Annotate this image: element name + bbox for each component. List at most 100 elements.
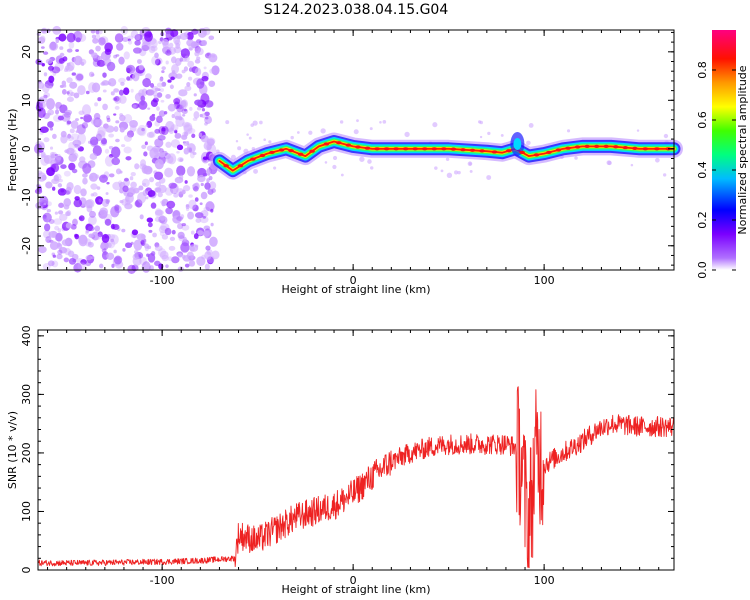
noise-blob [40,151,46,158]
noise-speck [479,135,483,139]
noise-blob [125,156,132,161]
noise-blob [42,263,51,271]
noise-blob [66,77,73,84]
noise-blob [180,242,190,253]
noise-blob [85,90,90,95]
noise-blob [154,58,161,66]
noise-blob [191,133,196,138]
noise-blob [106,242,112,248]
trace-peak [250,157,256,161]
noise-blob [176,144,184,151]
noise-blob [51,66,61,74]
noise-blob [78,215,85,222]
colorbar-ticks: 0.0 0.2 0.4 0.6 0.8 [696,61,736,279]
noise-blob [61,239,71,246]
trace-peak [237,164,244,168]
noise-blob [80,116,84,120]
noise-blob [193,93,197,97]
noise-blob [87,241,92,246]
noise-blob [77,85,86,96]
noise-blob [118,77,126,84]
noise-speck [230,154,236,160]
noise-blob [57,228,62,233]
noise-blob [158,126,166,135]
noise-blob [76,124,86,135]
noise-blob [64,109,73,116]
noise-blob [177,253,183,258]
noise-blob [110,206,120,218]
noise-blob [184,85,192,92]
noise-blob [123,51,130,60]
noise-speck [268,140,272,144]
noise-blob [47,260,55,267]
noise-blob [37,170,43,175]
trace-peak [323,142,330,146]
noise-speck [606,160,612,165]
noise-blob [164,187,174,196]
noise-blob [153,94,159,99]
noise-blob [55,232,63,242]
noise-blob [179,57,184,62]
noise-blob [52,254,56,258]
noise-blob [98,37,106,46]
noise-blob [167,79,172,83]
noise-blob [115,138,120,143]
noise-speck [662,173,667,177]
noise-blob [43,202,47,206]
noise-speck [574,156,578,160]
trace-peak [374,147,380,151]
noise-blob [110,91,115,96]
noise-blob [122,248,126,252]
noise-speck [367,159,372,164]
noise-blob [70,149,77,155]
trace-peak [603,144,609,148]
noise-blob [167,103,176,112]
noise-blob [142,189,148,197]
noise-blob [39,126,49,134]
noise-blob [91,34,96,39]
noise-speck [359,156,365,162]
noise-blob [142,182,147,186]
noise-blob [108,133,115,138]
noise-blob [46,98,55,110]
noise-blob [134,163,140,170]
noise-blob [58,57,65,64]
noise-blob [129,120,138,128]
noise-blob [168,42,174,48]
noise-blob [99,174,108,183]
noise-blob [55,109,60,115]
noise-blob [183,108,187,112]
noise-blob [111,263,115,268]
noise-blob [48,41,59,51]
noise-blob [193,233,199,240]
noise-blob [208,175,213,181]
noise-blob [177,115,183,121]
noise-speck [250,123,254,127]
colorbar-tick-label: 0.6 [696,111,709,129]
x-tick-label: 0 [350,274,357,287]
noise-blob [54,232,63,242]
noise-blob [98,263,104,269]
noise-blob [202,172,208,177]
noise-blob [52,71,57,76]
noise-blob [49,127,54,131]
noise-blob [81,104,92,116]
noise-blob [146,131,155,138]
noise-blob [106,117,111,123]
noise-blob [150,82,155,88]
noise-blob [94,102,98,107]
snr-panel: -100 0 100 0 100 200 300 400 Height of straigh… [6,325,675,596]
noise-blob [108,173,115,178]
noise-speck [469,169,473,173]
noise-blob [206,100,214,108]
snr-plot-area [38,330,674,570]
noise-blob [182,185,191,192]
noise-blob [145,196,149,200]
trace-peak [642,147,649,151]
noise-speck [356,119,359,123]
noise-blob [165,60,169,65]
noise-blob [164,227,172,236]
noise-blob [102,103,108,111]
noise-blob [154,171,164,180]
noise-blob [100,81,106,86]
